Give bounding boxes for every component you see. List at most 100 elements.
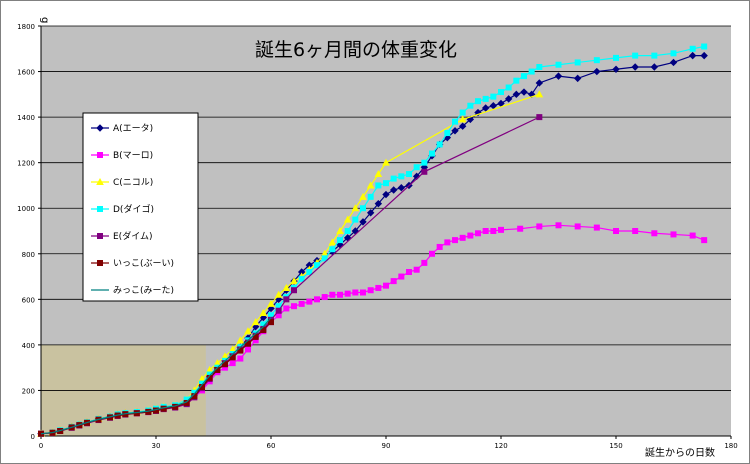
data-point — [444, 130, 451, 137]
data-point — [360, 205, 366, 212]
data-point — [413, 164, 420, 171]
data-point — [528, 68, 535, 75]
data-point — [458, 115, 467, 123]
x-ticks: 0 30 60 90 120 150 180 — [39, 436, 738, 450]
data-point — [701, 237, 708, 244]
data-point — [421, 168, 428, 175]
data-point — [670, 231, 677, 238]
data-point — [383, 180, 389, 187]
data-point — [252, 333, 259, 340]
data-point — [413, 266, 420, 273]
data-point — [475, 98, 481, 105]
x-tick-label: 180 — [724, 442, 737, 450]
legend-label: D(ダイゴ) — [113, 203, 154, 215]
data-point — [670, 50, 677, 57]
x-tick-label: 120 — [494, 442, 507, 450]
data-point — [700, 51, 708, 60]
data-point — [251, 322, 260, 331]
data-point — [398, 173, 405, 180]
y-tick-label: 0 — [31, 433, 35, 441]
data-point — [406, 269, 412, 275]
x-tick-label: 90 — [382, 442, 391, 450]
data-point — [343, 215, 352, 223]
chart-title: 誕生6ヶ月間の体重変化 — [255, 39, 457, 61]
data-point — [574, 59, 581, 66]
data-point — [375, 284, 382, 291]
data-point — [632, 228, 639, 234]
data-point — [237, 347, 244, 354]
x-axis-title: 誕生からの日数 — [645, 446, 715, 459]
data-point — [489, 102, 498, 110]
data-point — [328, 238, 337, 246]
data-point — [282, 283, 291, 291]
data-point — [536, 114, 543, 121]
y-axis-unit: g — [39, 17, 50, 23]
data-point — [459, 234, 466, 241]
y-ticks: 0 200 400 600 800 1000 1200 1400 1600 1800 — [17, 23, 41, 441]
data-point — [359, 192, 367, 200]
data-point — [613, 228, 619, 234]
series-layer — [37, 43, 708, 438]
data-point — [458, 122, 467, 130]
data-point — [555, 61, 562, 68]
legend-label: いっこ(ぶーい) — [113, 258, 174, 269]
data-point — [268, 319, 274, 326]
data-point — [406, 171, 412, 178]
data-point — [359, 218, 367, 226]
legend-swatch-marker — [96, 124, 104, 132]
data-point — [521, 73, 527, 80]
data-point — [290, 277, 298, 285]
y-tick-label: 1600 — [17, 69, 35, 77]
data-point — [360, 289, 366, 296]
data-point — [536, 223, 543, 230]
data-point — [337, 291, 343, 298]
series-line — [40, 317, 272, 435]
data-point — [351, 204, 360, 212]
data-point — [336, 226, 344, 234]
data-point — [397, 184, 406, 192]
data-point — [321, 255, 328, 262]
data-point — [314, 262, 320, 269]
data-point — [650, 63, 659, 71]
data-point — [321, 294, 328, 301]
legend-label: C(ニコル) — [113, 178, 153, 188]
x-tick-label: 30 — [152, 442, 161, 450]
data-point — [344, 290, 351, 297]
data-point — [632, 52, 639, 59]
y-tick-label: 1800 — [17, 23, 35, 31]
data-point — [631, 63, 639, 71]
data-point — [375, 182, 382, 189]
data-point — [651, 52, 658, 59]
data-point — [421, 159, 428, 166]
data-point — [374, 170, 383, 178]
data-point — [593, 67, 601, 76]
data-point — [344, 228, 351, 234]
data-point — [669, 58, 678, 67]
data-point — [298, 275, 305, 282]
data-point — [555, 222, 562, 229]
legend-swatch-marker — [96, 177, 104, 185]
data-point — [593, 57, 600, 64]
data-point — [520, 88, 528, 96]
y-tick-label: 400 — [22, 342, 35, 350]
x-tick-label: 150 — [609, 442, 622, 450]
data-point — [337, 237, 343, 244]
data-point — [382, 190, 390, 199]
data-point — [366, 209, 375, 217]
data-point — [482, 228, 489, 234]
data-point — [298, 300, 305, 307]
data-point — [498, 89, 504, 96]
data-point — [389, 186, 398, 194]
y-tick-label: 800 — [22, 251, 35, 259]
data-point — [467, 232, 474, 239]
y-tick-label: 1400 — [17, 114, 35, 122]
data-point — [291, 303, 297, 310]
data-point — [490, 93, 497, 100]
legend-swatch-marker — [97, 260, 103, 266]
data-point — [535, 90, 544, 98]
data-point — [504, 95, 513, 103]
x-tick-label: 60 — [267, 442, 276, 450]
data-point — [245, 340, 251, 347]
data-point — [505, 84, 512, 91]
